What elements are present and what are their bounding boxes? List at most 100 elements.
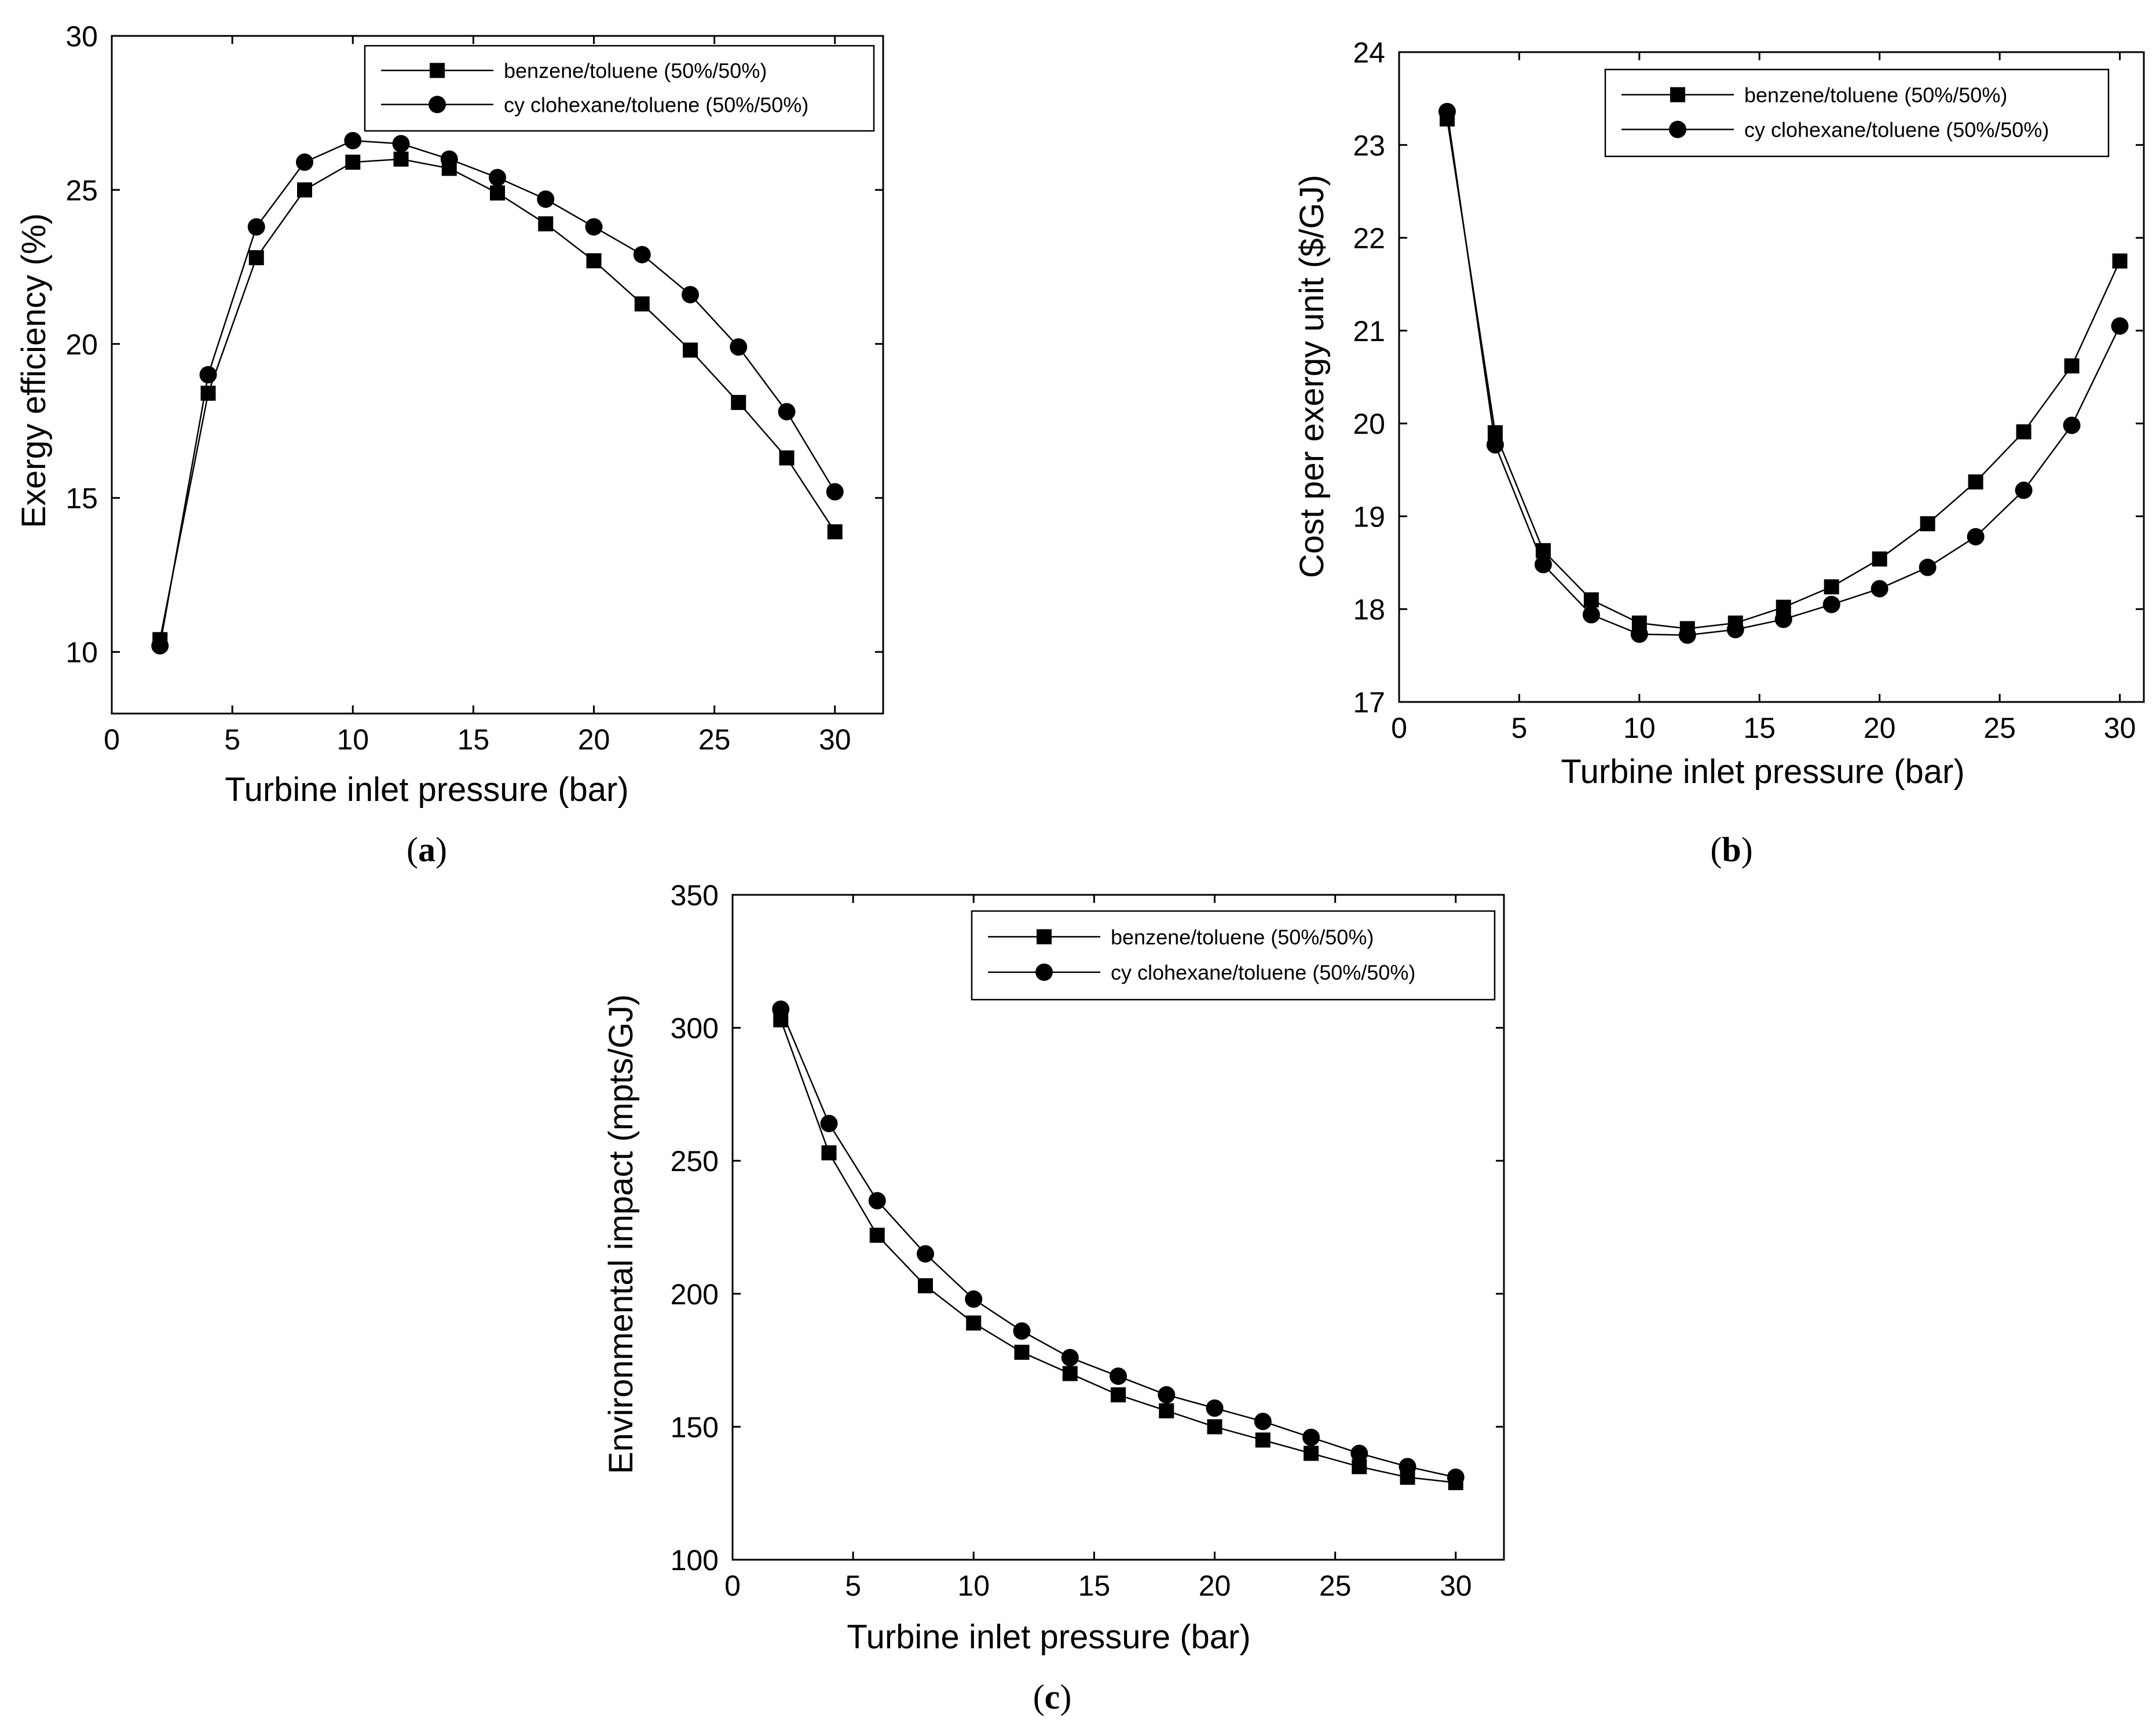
legend-label-b-0: benzene/toluene (50%/50%)	[1744, 83, 2007, 107]
plot-frame-b	[1398, 51, 2145, 703]
y-tick-label-b-2: 19	[1353, 500, 1385, 533]
data-point-a-1-5	[392, 135, 410, 153]
data-point-c-0-2	[869, 1227, 885, 1243]
x-tick-label-b-3: 15	[1743, 712, 1776, 744]
x-axis-title-a: Turbine inlet pressure (bar)	[225, 771, 628, 809]
data-point-a-1-0	[151, 637, 169, 654]
data-point-b-1-8	[1822, 595, 1840, 613]
data-point-a-1-7	[489, 169, 506, 186]
panel-label-c-close: )	[1060, 1678, 1071, 1716]
data-point-a-1-11	[682, 286, 699, 303]
data-point-a-0-8	[538, 216, 554, 232]
y-tick-label-b-4: 21	[1353, 315, 1385, 348]
legend-marker-c-1	[1035, 963, 1053, 981]
panel-label-a-open: (	[407, 831, 418, 869]
data-point-a-1-14	[826, 483, 844, 501]
legend-label-c-1: cy clohexane/toluene (50%/50%)	[1111, 961, 1415, 985]
data-point-c-0-3	[918, 1278, 933, 1294]
y-tick-label-a-3: 25	[65, 174, 98, 207]
data-point-b-1-13	[2063, 416, 2081, 434]
data-point-c-1-3	[917, 1245, 934, 1263]
legend-marker-a-0	[430, 63, 445, 78]
legend-label-b-1: cy clohexane/toluene (50%/50%)	[1744, 118, 2049, 142]
y-tick-label-c-2: 200	[671, 1278, 719, 1311]
y-tick-label-b-0: 17	[1353, 686, 1385, 719]
legend-label-c-0: benzene/toluene (50%/50%)	[1111, 925, 1374, 949]
data-point-b-1-7	[1774, 610, 1792, 628]
data-point-b-1-12	[2015, 481, 2033, 499]
data-point-c-0-6	[1062, 1366, 1078, 1381]
chart-panel-b: 0 5 10 15 20 25 30 17 18 19 20 21 22 23 24 benzene/tolu…	[1293, 36, 2145, 869]
data-point-b-1-6	[1726, 620, 1744, 638]
x-tick-label-c-0: 0	[724, 1570, 741, 1602]
legend-box-c	[971, 910, 1496, 1001]
data-point-b-0-3	[1583, 592, 1599, 608]
data-point-b-1-3	[1582, 606, 1600, 624]
data-point-c-1-2	[868, 1192, 886, 1210]
y-tick-label-c-3: 250	[671, 1145, 719, 1177]
legend-box-a	[364, 45, 875, 132]
chart-panel-c: 0 5 10 15 20 25 30 100 150 200 250 300 350 benzene/to…	[602, 879, 1505, 1716]
panel-label-a-close: )	[435, 831, 447, 869]
data-point-b-0-13	[2064, 358, 2080, 374]
data-point-a-1-2	[247, 218, 265, 236]
x-tick-label-c-5: 25	[1319, 1570, 1352, 1602]
data-point-c-1-9	[1206, 1399, 1224, 1417]
plot-frame-a	[111, 35, 884, 715]
y-tick-label-a-4: 30	[65, 20, 98, 53]
data-point-c-1-11	[1302, 1428, 1320, 1446]
data-point-b-0-9	[1872, 551, 1887, 567]
data-point-c-1-0	[772, 1000, 790, 1018]
y-tick-label-a-2: 20	[65, 328, 98, 361]
data-point-a-0-11	[683, 342, 698, 358]
data-point-c-0-7	[1111, 1387, 1126, 1403]
y-tick-label-b-6: 23	[1353, 129, 1385, 162]
plot-content-b: 0 5 10 15 20 25 30 17 18 19 20 21 22 23 24 benzene/tolu…	[1353, 36, 2145, 744]
x-tick-label-a-4: 20	[578, 723, 610, 756]
x-tick-label-b-1: 5	[1511, 712, 1528, 744]
data-point-a-0-14	[827, 524, 843, 540]
y-axis-title-b: Cost per exergy unit ($/GJ)	[1293, 175, 1331, 578]
legend-label-a-0: benzene/toluene (50%/50%)	[504, 59, 767, 83]
data-point-a-0-2	[248, 250, 264, 265]
data-point-c-1-8	[1158, 1386, 1176, 1404]
panel-label-b: (b)	[1710, 831, 1752, 869]
data-point-c-0-8	[1159, 1403, 1174, 1418]
data-point-c-0-1	[821, 1145, 837, 1161]
data-point-b-0-10	[1920, 516, 1935, 532]
data-point-c-1-6	[1061, 1349, 1079, 1367]
legend-marker-b-1	[1669, 120, 1686, 138]
legend-label-a-1: cy clohexane/toluene (50%/50%)	[504, 93, 808, 116]
panel-label-b-open: (	[1710, 831, 1722, 869]
x-axis-title-b: Turbine inlet pressure (bar)	[1561, 753, 1964, 791]
panel-label-b-letter: b	[1722, 831, 1741, 869]
data-point-b-1-9	[1871, 580, 1888, 598]
data-point-c-1-13	[1399, 1458, 1416, 1476]
data-point-a-0-5	[393, 151, 409, 167]
data-point-b-1-1	[1486, 436, 1504, 454]
data-point-b-1-5	[1678, 626, 1696, 644]
data-point-a-1-4	[344, 131, 362, 149]
data-point-c-1-4	[965, 1290, 983, 1308]
y-tick-label-b-7: 24	[1353, 36, 1385, 69]
data-point-c-1-10	[1254, 1413, 1272, 1431]
chart-panel-a: 0 5 10 15 20 25 30 10 15 20 25 30 benzene/toluene (5…	[15, 20, 884, 869]
data-point-a-1-8	[537, 190, 555, 208]
data-point-b-0-11	[1968, 474, 1983, 490]
data-point-a-0-10	[634, 296, 650, 312]
plot-content-a: 0 5 10 15 20 25 30 10 15 20 25 30 benzene/toluene (5…	[65, 20, 884, 756]
data-point-c-0-10	[1255, 1432, 1271, 1448]
panel-label-c-letter: c	[1045, 1678, 1060, 1716]
panel-label-a-letter: a	[418, 831, 435, 869]
data-point-a-0-13	[779, 450, 795, 466]
x-tick-label-c-1: 5	[845, 1570, 861, 1602]
panel-label-c-open: (	[1033, 1678, 1045, 1716]
data-point-a-0-4	[345, 155, 361, 170]
data-point-b-1-4	[1630, 625, 1648, 643]
x-tick-label-b-0: 0	[1391, 712, 1407, 744]
data-point-c-0-5	[1014, 1344, 1030, 1360]
data-point-b-0-14	[2112, 253, 2128, 269]
x-axis-title-c: Turbine inlet pressure (bar)	[847, 1618, 1250, 1656]
